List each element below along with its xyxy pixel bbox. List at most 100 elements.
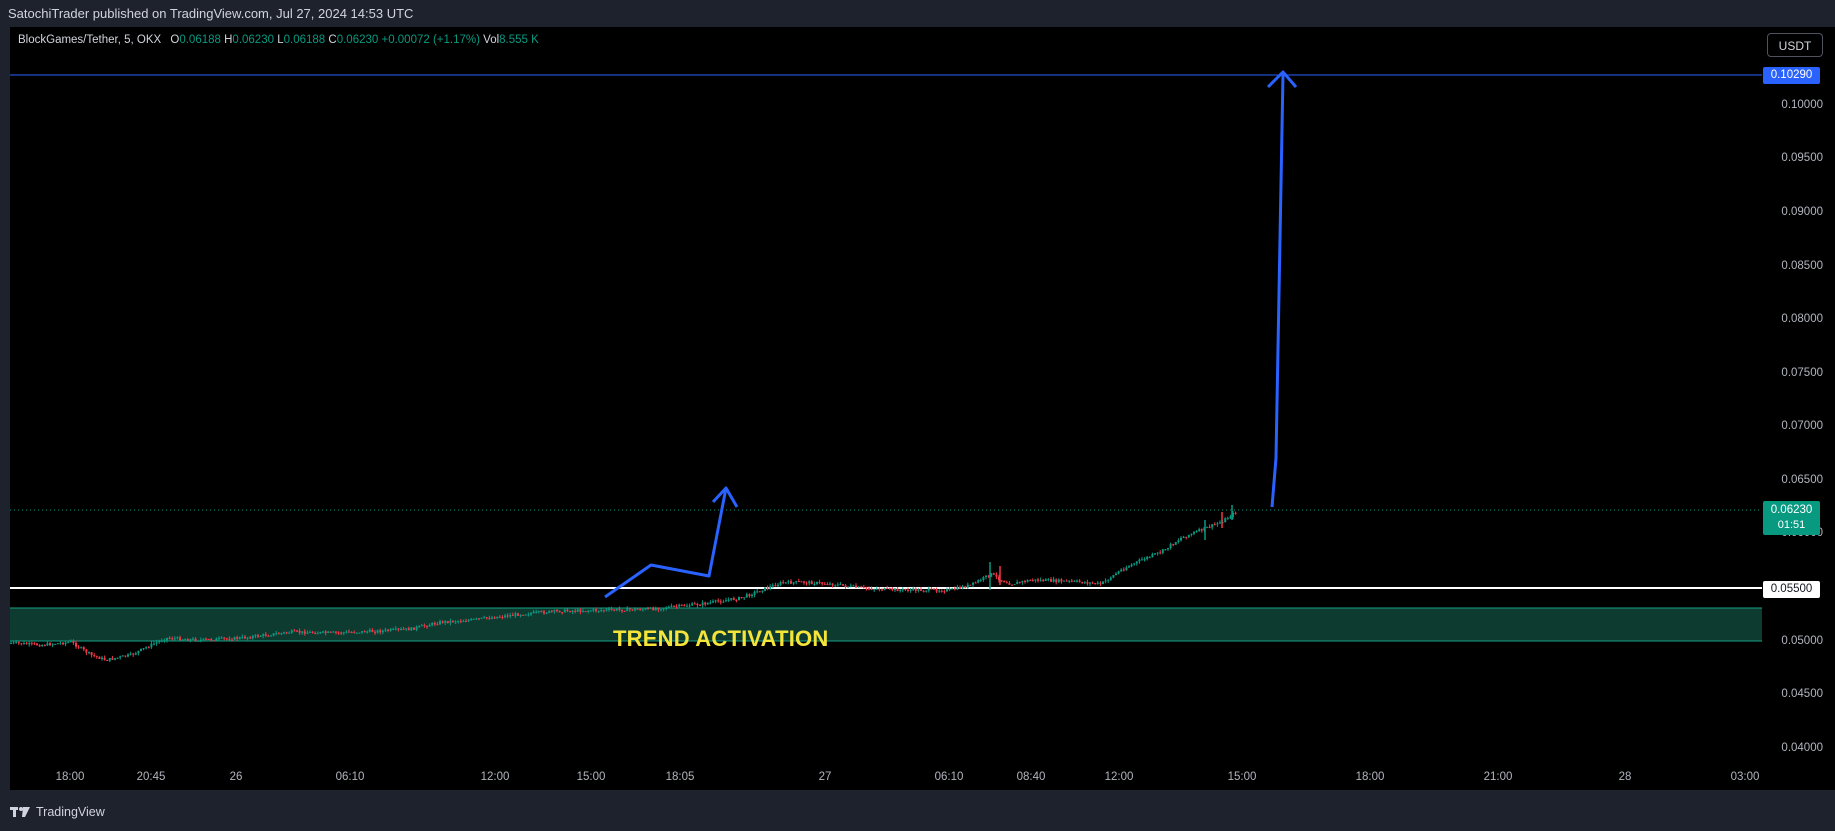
candle-body (423, 625, 426, 627)
candle-body (706, 602, 709, 605)
candle-body (790, 581, 792, 584)
symbol-title[interactable]: BlockGames/Tether, 5, OKX (18, 34, 162, 46)
brand-logo[interactable]: TradingView (10, 805, 105, 819)
candle-body (907, 589, 909, 591)
candle-body (82, 647, 85, 650)
candle-body (639, 609, 642, 611)
candle-body (459, 621, 462, 623)
currency-button[interactable]: USDT (1767, 33, 1823, 57)
candle-body (566, 609, 569, 612)
candle-body (1125, 567, 1128, 571)
candle-body (376, 630, 379, 633)
candle-body (722, 601, 725, 603)
candle-body (228, 638, 231, 640)
candle-body (1208, 526, 1211, 528)
candle-body (579, 609, 582, 612)
candle-body (1024, 581, 1026, 583)
time-tick: 21:00 (1483, 771, 1513, 783)
candle-body (158, 640, 161, 643)
candle-body (62, 642, 64, 645)
candle-body (761, 590, 764, 592)
candle-body (348, 631, 350, 633)
price-tick: 0.04000 (1781, 742, 1823, 754)
candle-body (667, 606, 670, 609)
candle-body (43, 645, 46, 647)
candle-body (891, 588, 894, 591)
candle-body (413, 627, 415, 630)
candle-body (25, 643, 28, 645)
time-tick: 06:10 (335, 771, 365, 783)
candle-body (1122, 569, 1125, 571)
candle-body (332, 631, 335, 633)
candle-body (556, 610, 558, 612)
candle-body (769, 586, 772, 589)
candle-body (995, 574, 998, 577)
candle-body (124, 655, 127, 657)
candle-body (1029, 580, 1032, 582)
candle-body (1099, 582, 1102, 585)
candle-body (69, 641, 72, 643)
candle-body (88, 652, 90, 654)
candle-body (1078, 580, 1081, 582)
candle-body (959, 586, 961, 589)
candle-body (527, 614, 530, 616)
open-label: O (170, 34, 180, 46)
candle-body (142, 648, 145, 650)
candle-body (688, 605, 691, 607)
candle-body (961, 586, 964, 589)
candle-body (262, 634, 265, 636)
candle-body (114, 658, 116, 660)
candle-body (1143, 559, 1146, 561)
candle-body (1161, 549, 1164, 553)
candle-body (394, 628, 397, 630)
candle-body (108, 657, 111, 661)
time-tick: 12:00 (1104, 771, 1134, 783)
candle-body (925, 590, 928, 592)
time-tick: 20:45 (136, 771, 166, 783)
time-axis[interactable]: 18:00 20:45 26 06:10 12:00 15:00 18:05 2… (10, 763, 1762, 790)
candle-body (709, 602, 712, 604)
candle-body (1185, 536, 1188, 538)
candle-body (1198, 529, 1201, 532)
candle-body (990, 573, 993, 577)
candle-body (587, 610, 590, 612)
candle-body (355, 632, 358, 634)
candle-body (732, 598, 735, 600)
candle-body (335, 631, 337, 633)
candle-body (272, 633, 275, 636)
candle-body (137, 650, 140, 654)
candle-body (1213, 524, 1216, 526)
candle-body (280, 633, 283, 635)
current-price-tag: 0.06230 01:51 (1763, 501, 1820, 535)
candle-body (90, 652, 93, 656)
candle-body (699, 605, 701, 607)
candle-body (379, 630, 382, 633)
candle-body (1172, 544, 1175, 546)
candle-body (714, 600, 717, 602)
candle-body (1026, 580, 1029, 582)
candle-body (381, 630, 384, 633)
time-tick: 03:00 (1730, 771, 1760, 783)
candle-body (446, 620, 449, 623)
candle-body (288, 632, 291, 634)
candle-body (410, 627, 413, 631)
candle-body (743, 597, 746, 599)
candle-body (324, 631, 327, 633)
candle-body (613, 609, 616, 611)
low-label: L (277, 34, 284, 46)
candle-body (972, 582, 974, 585)
time-tick: 18:00 (55, 771, 85, 783)
candle-body (23, 643, 25, 645)
candle-body (1154, 553, 1156, 555)
candle-body (257, 635, 259, 637)
price-tick: 0.07500 (1781, 367, 1823, 379)
candle-body (740, 597, 743, 599)
candle-body (173, 638, 176, 640)
candle-body (428, 625, 431, 627)
candle-body (647, 608, 649, 610)
candle-body (155, 642, 158, 644)
price-tick: 0.05000 (1781, 635, 1823, 647)
candle-body (1073, 580, 1076, 582)
price-axis[interactable]: 0.10000 0.09500 0.09000 0.08500 0.08000 … (1762, 27, 1835, 790)
